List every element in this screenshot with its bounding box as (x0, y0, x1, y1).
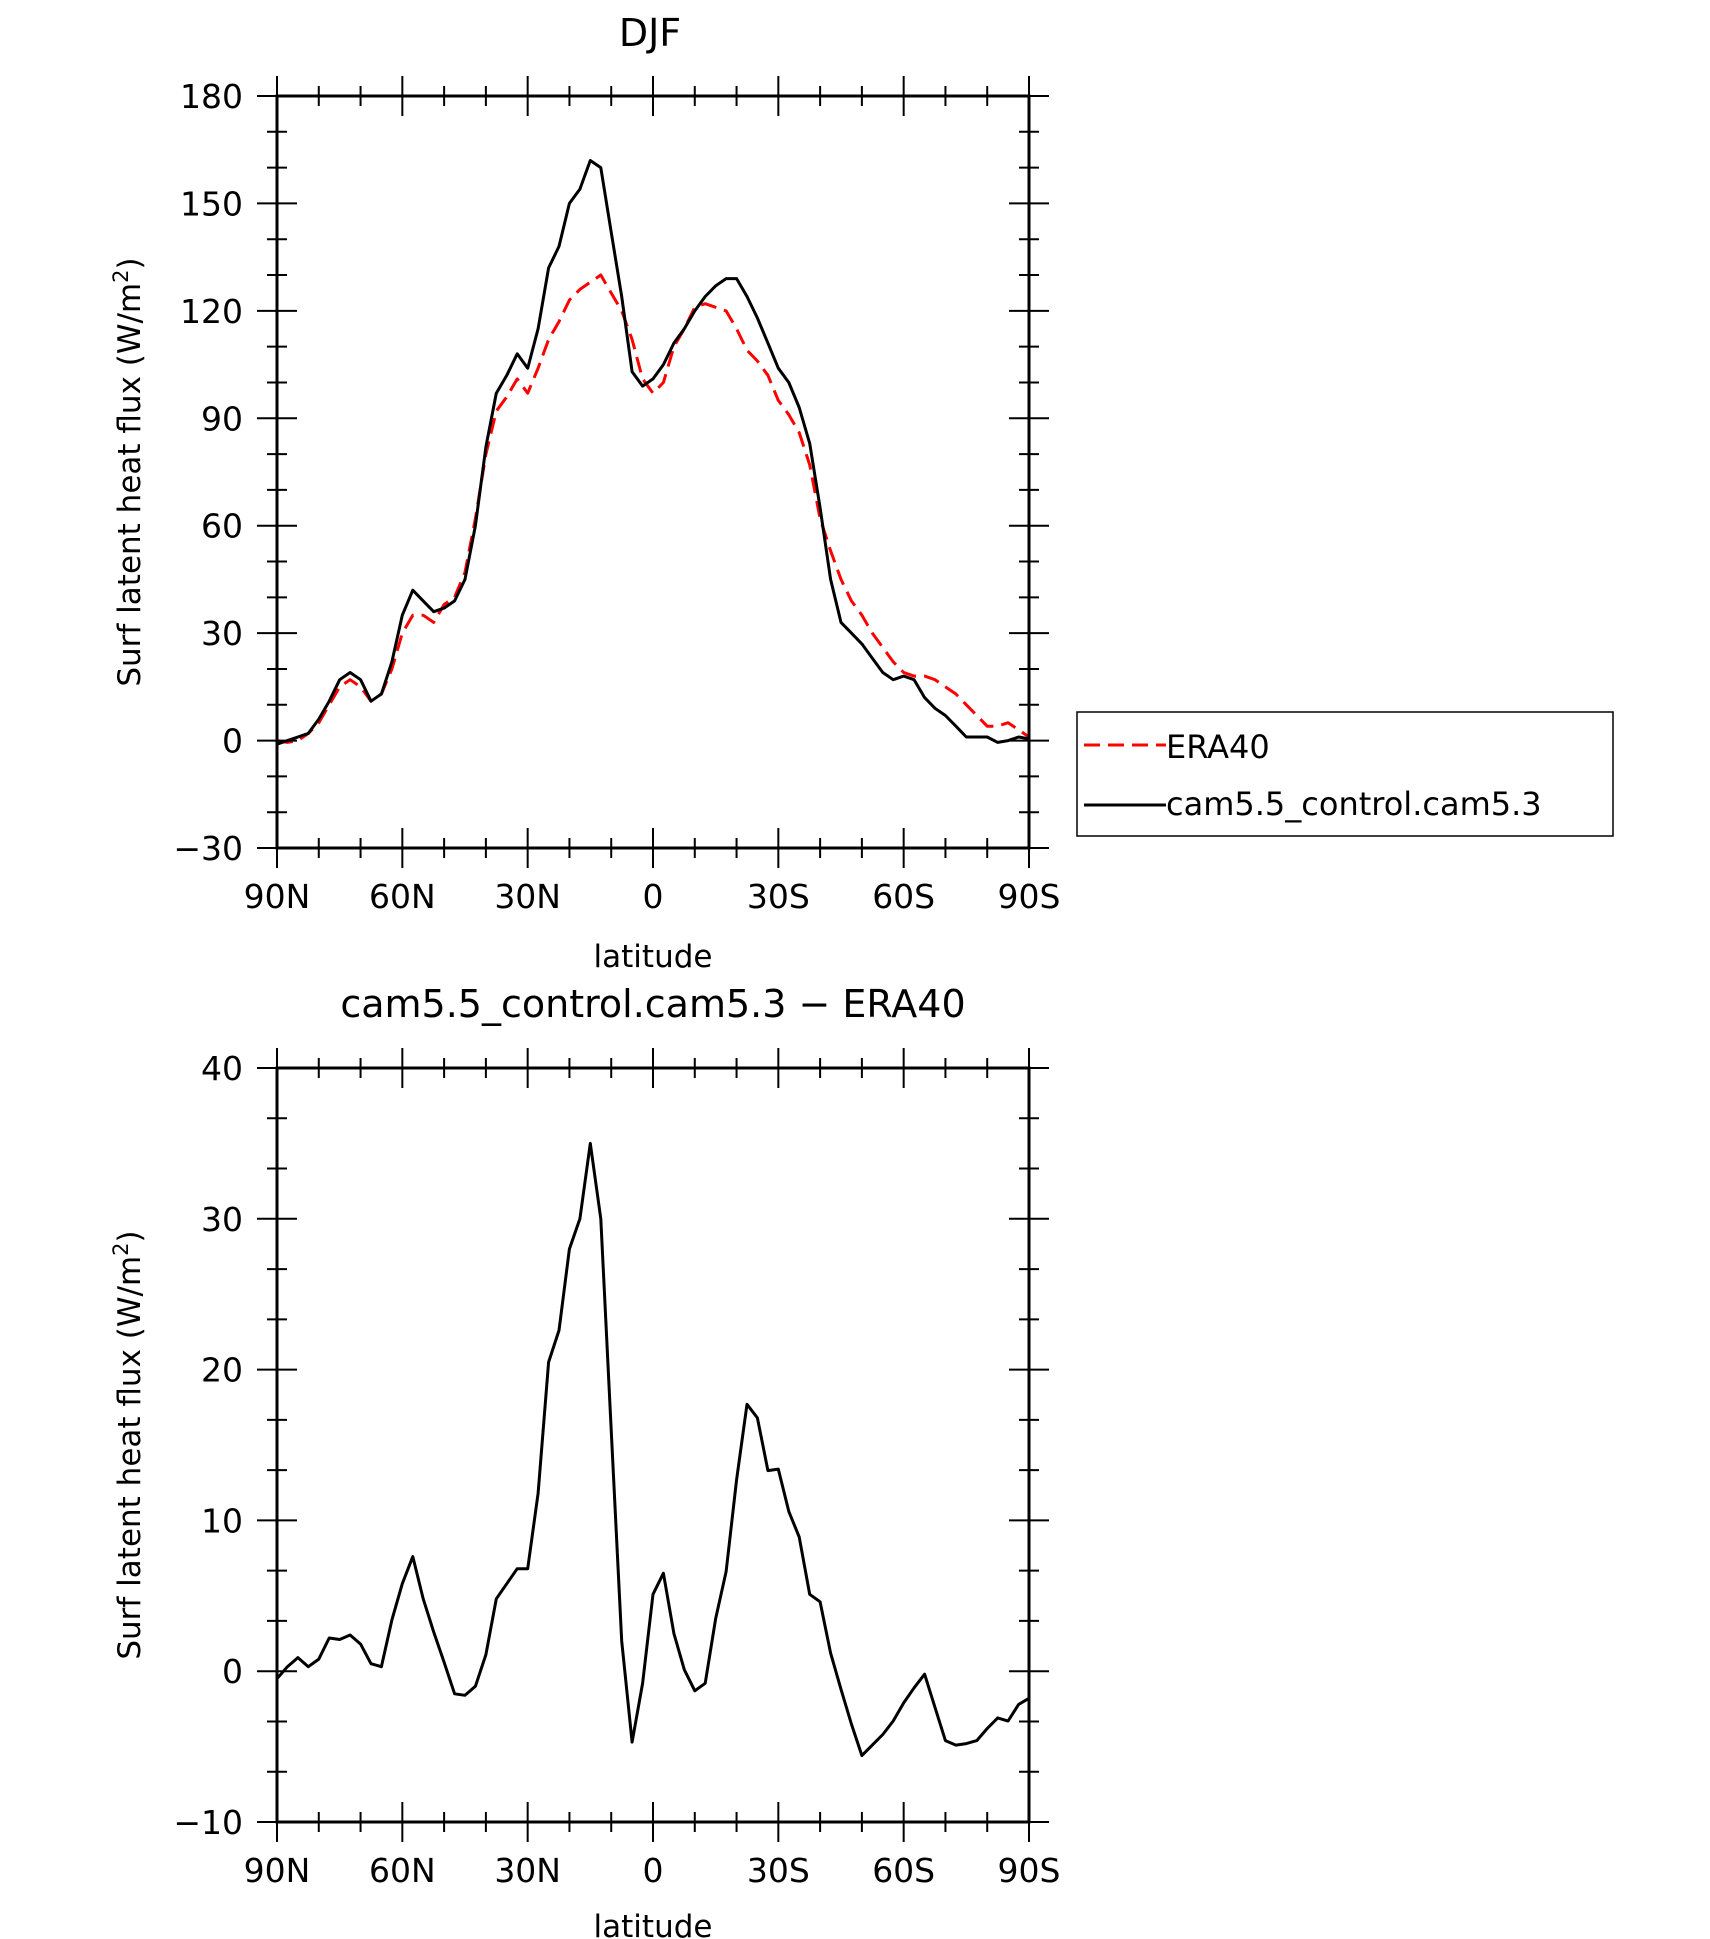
top-series-line-era40 (276, 273, 1030, 744)
top-ytick-label: 180 (180, 77, 243, 116)
bottom-series-line-0 (275, 1141, 1030, 1758)
legend-box (1076, 711, 1614, 837)
top-ytick-label: 30 (201, 614, 243, 653)
top-axis-ticks: −30 0 30 60 90 120 150 180 90N 60N 30N 0 30S 60S 90S (173, 76, 1060, 916)
bottom-xtick-label: 0 (643, 1851, 664, 1890)
top-xtick-label: 30S (747, 877, 810, 916)
bottom-xtick-label: 60S (872, 1851, 935, 1890)
top-ytick-label: 60 (201, 507, 243, 546)
legend-label-cam: cam5.5_control.cam5.3 (1166, 785, 1542, 823)
top-panel: DJF −30 0 30 60 90 120 150 180 90N 60N 30N 0 30S 60S 9… (109, 11, 1614, 975)
bottom-ytick-label: 40 (201, 1049, 243, 1088)
bottom-panel: cam5.5_control.cam5.3 − ERA40 −10 0 10 20 30… (109, 982, 1060, 1939)
bottom-x-axis-label: latitude (594, 1909, 713, 1939)
bottom-axis-ticks: −10 0 10 20 30 40 90N 60N 30N 0 30S 60S 90S (173, 1048, 1060, 1890)
bottom-ytick-label: −10 (173, 1803, 243, 1842)
top-ytick-label: −30 (173, 829, 243, 868)
top-ytick-label: 90 (201, 399, 243, 438)
top-y-axis-label: Surf latent heat flux (W/m2) (109, 257, 148, 686)
bottom-ytick-label: 10 (201, 1501, 243, 1540)
bottom-xtick-label: 30N (494, 1851, 561, 1890)
top-ytick-label: 0 (222, 722, 243, 761)
top-chart-title: DJF (619, 11, 681, 55)
bottom-ytick-label: 20 (201, 1351, 243, 1390)
bottom-xtick-label: 60N (369, 1851, 436, 1890)
top-plot-frame (275, 94, 1031, 850)
bottom-y-axis-label: Surf latent heat flux (W/m2) (109, 1230, 148, 1659)
top-xtick-label: 60N (369, 877, 436, 916)
top-series-layer (276, 159, 1030, 746)
bottom-chart-title: cam5.5_control.cam5.3 − ERA40 (340, 982, 965, 1026)
bottom-ytick-label: 0 (222, 1652, 243, 1691)
top-series-line-cam5-5-control-cam5-3 (276, 159, 1030, 746)
top-xtick-label: 0 (643, 877, 664, 916)
bottom-series-layer (275, 1141, 1030, 1758)
bottom-xtick-label: 90N (244, 1851, 311, 1890)
top-xtick-label: 90S (998, 877, 1061, 916)
bottom-xtick-label: 30S (747, 1851, 810, 1890)
top-xtick-label: 30N (494, 877, 561, 916)
top-ytick-label: 120 (180, 292, 243, 331)
bottom-ytick-label: 30 (201, 1200, 243, 1239)
top-ytick-label: 150 (180, 184, 243, 223)
top-x-axis-label: latitude (594, 939, 713, 975)
top-xtick-label: 60S (872, 877, 935, 916)
top-xtick-label: 90N (244, 877, 311, 916)
bottom-plot-frame (275, 1066, 1031, 1824)
legend-label-era40: ERA40 (1166, 728, 1270, 766)
bottom-xtick-label: 90S (998, 1851, 1061, 1890)
legend: ERA40 cam5.5_control.cam5.3 (1076, 711, 1614, 837)
